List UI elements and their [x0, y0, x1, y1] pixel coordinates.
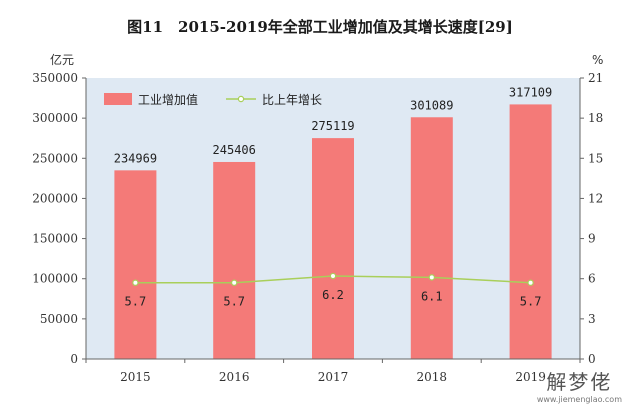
x-tick-label: 2015	[120, 370, 151, 384]
x-tick-label: 2016	[219, 370, 250, 384]
x-tick-label: 2019	[515, 370, 546, 384]
legend: 工业增加值 比上年增长	[104, 92, 322, 107]
right-tick-label: 3	[588, 312, 596, 326]
growth-point	[329, 272, 337, 280]
left-axis: 0 50000 100000 150000 200000 250000 300000 3500…	[32, 71, 87, 366]
growth-point	[428, 274, 435, 281]
growth-value-label: 5.7	[520, 295, 542, 309]
right-tick-label: 9	[588, 232, 596, 246]
growth-value-label: 5.7	[223, 295, 245, 309]
bar	[312, 138, 354, 359]
growth-point	[230, 279, 238, 286]
x-tick-label: 2018	[417, 370, 448, 384]
bar	[114, 170, 157, 359]
legend-swatch-marker	[237, 95, 245, 103]
left-axis-unit: 亿元	[50, 52, 74, 67]
bar-series: 234969 245406 275119 301089 317109	[114, 85, 552, 360]
bar	[410, 117, 453, 359]
bar-value-label: 245406	[213, 143, 256, 157]
right-tick-label: 15	[588, 151, 603, 165]
watermark: 解梦佬 www.jiemenglao.com	[537, 366, 622, 404]
bar-value-label: 234969	[114, 151, 157, 165]
legend-swatch-bar	[104, 93, 132, 105]
left-tick-label: 50000	[40, 312, 78, 326]
growth-value-label: 6.1	[421, 289, 443, 303]
watermark-text: 解梦佬	[546, 370, 613, 394]
right-tick-label: 12	[588, 191, 603, 205]
right-tick-label: 0	[588, 352, 596, 366]
x-axis: 2015 2016 2017 2018 2019	[85, 358, 581, 384]
bar	[509, 104, 552, 360]
line-series: 5.7 5.7 6.2 6.1 5.7	[125, 272, 542, 309]
legend-label-line: 比上年增长	[262, 93, 322, 107]
right-axis-unit: %	[592, 53, 603, 67]
left-tick-label: 100000	[32, 272, 78, 286]
left-tick-label: 250000	[32, 151, 78, 165]
left-tick-label: 350000	[32, 71, 78, 85]
left-tick-label: 0	[70, 352, 78, 366]
right-tick-label: 18	[588, 111, 603, 125]
right-tick-label: 21	[588, 71, 603, 85]
right-tick-label: 6	[588, 272, 596, 286]
left-tick-label: 150000	[32, 232, 78, 246]
right-axis: 0 3 6 9 12 15 18 21	[579, 71, 603, 366]
bar-value-label: 317109	[509, 85, 552, 99]
growth-value-label: 6.2	[322, 288, 344, 302]
growth-point	[132, 279, 139, 286]
growth-value-label: 5.7	[125, 295, 147, 309]
left-tick-label: 200000	[32, 191, 78, 205]
bar	[213, 161, 256, 359]
growth-point	[527, 279, 534, 286]
bar-value-label: 301089	[410, 98, 453, 112]
bar-value-label: 275119	[311, 119, 354, 133]
left-tick-label: 300000	[32, 111, 78, 125]
x-tick-label: 2017	[318, 370, 349, 384]
legend-label-bar: 工业增加值	[138, 92, 198, 107]
watermark-url: www.jiemenglao.com	[536, 395, 622, 404]
chart-title: 图11 2015-2019年全部工业增加值及其增长速度[29]	[127, 18, 513, 36]
